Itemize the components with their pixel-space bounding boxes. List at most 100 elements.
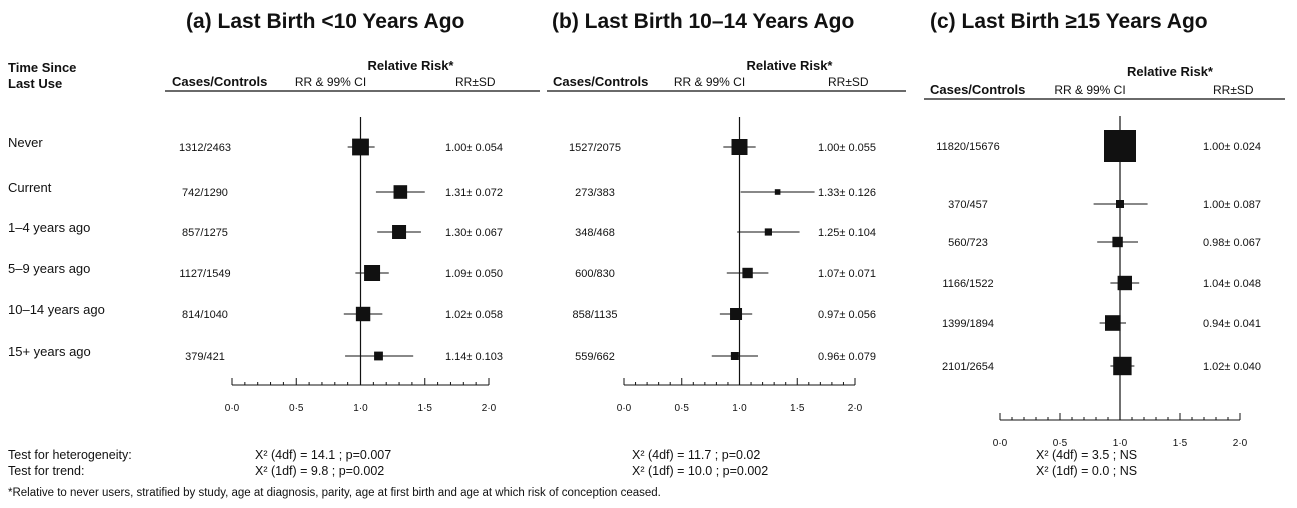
relative-risk-header: Relative Risk* [747, 58, 834, 73]
rr-sd-header: RR±SD [828, 75, 869, 89]
row-label: 15+ years ago [8, 344, 91, 359]
trend-stat: X² (1df) = 0.0 ; NS [1036, 464, 1137, 478]
rr-box [1105, 315, 1121, 331]
cases-controls-value: 742/1290 [182, 187, 228, 199]
x-tick-label: 0·5 [289, 403, 304, 414]
cases-controls-value: 379/421 [185, 351, 225, 363]
rr-sd-value: 1.00± 0.024 [1203, 141, 1261, 153]
rr-box [1116, 200, 1124, 208]
x-tick-label: 1·0 [732, 403, 747, 414]
rr-box [1104, 130, 1136, 162]
rr-box [764, 228, 772, 236]
cases-controls-value: 814/1040 [182, 309, 228, 321]
rr-sd-value: 1.02± 0.040 [1203, 361, 1261, 373]
x-tick-label: 2·0 [848, 403, 863, 414]
row-label-column: Time Since Last Use Never Current 1–4 ye… [8, 60, 105, 359]
cases-controls-header: Cases/Controls [930, 82, 1025, 97]
forest-panel-c: (c) Last Birth ≥15 Years Ago Cases/Contro… [924, 10, 1285, 478]
x-tick-label: 0·0 [993, 438, 1008, 449]
row-label: Never [8, 135, 43, 150]
x-tick-label: 2·0 [482, 403, 497, 414]
x-tick-label: 0·5 [1053, 438, 1068, 449]
x-tick-label: 1·5 [418, 403, 433, 414]
cases-controls-header: Cases/Controls [172, 74, 267, 89]
rr-box [355, 306, 371, 322]
row-header-line1: Time Since [8, 60, 76, 75]
rr-box [1113, 356, 1132, 376]
relative-risk-header: Relative Risk* [368, 58, 455, 73]
rr-sd-value: 1.09± 0.050 [445, 268, 503, 280]
rr-box [393, 185, 408, 199]
panel-title: (a) Last Birth <10 Years Ago [186, 10, 464, 33]
x-tick-label: 1·5 [790, 403, 805, 414]
cases-controls-value: 11820/15676 [936, 141, 999, 153]
rr-ci-header: RR & 99% CI [295, 75, 366, 89]
rr-box [352, 138, 369, 156]
rr-sd-value: 1.14± 0.103 [445, 351, 503, 363]
rr-box [730, 352, 739, 360]
heterogeneity-stat: X² (4df) = 11.7 ; p=0.02 [632, 448, 760, 462]
forest-panel-a: (a) Last Birth <10 Years Ago Cases/Contro… [165, 10, 540, 478]
row-label: Current [8, 180, 52, 195]
test-statistics: Test for heterogeneity: Test for trend: [8, 448, 132, 478]
cases-controls-value: 858/1135 [572, 309, 617, 321]
rr-sd-value: 0.94± 0.041 [1203, 318, 1261, 330]
heterogeneity-stat: X² (4df) = 3.5 ; NS [1036, 448, 1137, 462]
rr-sd-value: 1.04± 0.048 [1203, 278, 1261, 290]
x-tick-label: 0·0 [225, 403, 240, 414]
panel-title: (b) Last Birth 10–14 Years Ago [552, 10, 854, 33]
row-header-line2: Last Use [8, 76, 62, 91]
row-label: 10–14 years ago [8, 302, 105, 317]
cases-controls-value: 348/468 [575, 227, 615, 239]
rr-sd-value: 1.00± 0.054 [445, 142, 503, 154]
rr-box [742, 267, 753, 279]
rr-sd-value: 0.97± 0.056 [818, 309, 876, 321]
x-tick-label: 1·0 [1113, 438, 1128, 449]
cases-controls-value: 1127/1549 [179, 268, 230, 280]
cases-controls-value: 2101/2654 [942, 361, 994, 373]
rr-sd-value: 1.07± 0.071 [818, 268, 876, 280]
rr-box [364, 265, 381, 281]
rr-sd-value: 1.31± 0.072 [445, 187, 503, 199]
cases-controls-value: 1312/2463 [179, 142, 231, 154]
rr-box [1117, 275, 1132, 291]
rr-sd-value: 1.25± 0.104 [818, 227, 876, 239]
x-tick-label: 0·0 [617, 403, 632, 414]
cases-controls-value: 560/723 [948, 237, 988, 249]
rr-box [730, 308, 743, 320]
cases-controls-value: 1527/2075 [569, 142, 621, 154]
rr-sd-header: RR±SD [455, 75, 496, 89]
rr-sd-value: 1.02± 0.058 [445, 309, 503, 321]
rr-sd-value: 0.96± 0.079 [818, 351, 876, 363]
rr-sd-header: RR±SD [1213, 83, 1254, 97]
x-tick-label: 0·5 [675, 403, 690, 414]
relative-risk-header: Relative Risk* [1127, 64, 1214, 79]
cases-controls-value: 1399/1894 [942, 318, 994, 330]
cases-controls-header: Cases/Controls [553, 74, 648, 89]
heterogeneity-label: Test for heterogeneity: [8, 448, 132, 462]
rr-box [374, 351, 383, 361]
cases-controls-value: 273/383 [575, 187, 615, 199]
rr-sd-value: 1.33± 0.126 [818, 187, 876, 199]
x-tick-label: 1·5 [1173, 438, 1188, 449]
row-label: 1–4 years ago [8, 220, 90, 235]
rr-sd-value: 0.98± 0.067 [1203, 237, 1261, 249]
panel-title: (c) Last Birth ≥15 Years Ago [930, 10, 1208, 33]
cases-controls-value: 559/662 [575, 351, 615, 363]
trend-label: Test for trend: [8, 464, 84, 478]
rr-box [392, 225, 407, 239]
x-tick-label: 1·0 [353, 403, 368, 414]
row-label: 5–9 years ago [8, 261, 90, 276]
x-tick-label: 2·0 [1233, 438, 1248, 449]
rr-sd-value: 1.00± 0.087 [1203, 199, 1261, 211]
trend-stat: X² (1df) = 9.8 ; p=0.002 [255, 464, 384, 478]
rr-box [1112, 236, 1123, 248]
rr-ci-header: RR & 99% CI [1054, 83, 1125, 97]
panels: (a) Last Birth <10 Years Ago Cases/Contro… [165, 10, 1285, 478]
rr-box [774, 189, 781, 195]
cases-controls-value: 1166/1522 [942, 278, 993, 290]
cases-controls-value: 370/457 [948, 199, 988, 211]
cases-controls-value: 600/830 [575, 268, 615, 280]
rr-sd-value: 1.00± 0.055 [818, 142, 876, 154]
